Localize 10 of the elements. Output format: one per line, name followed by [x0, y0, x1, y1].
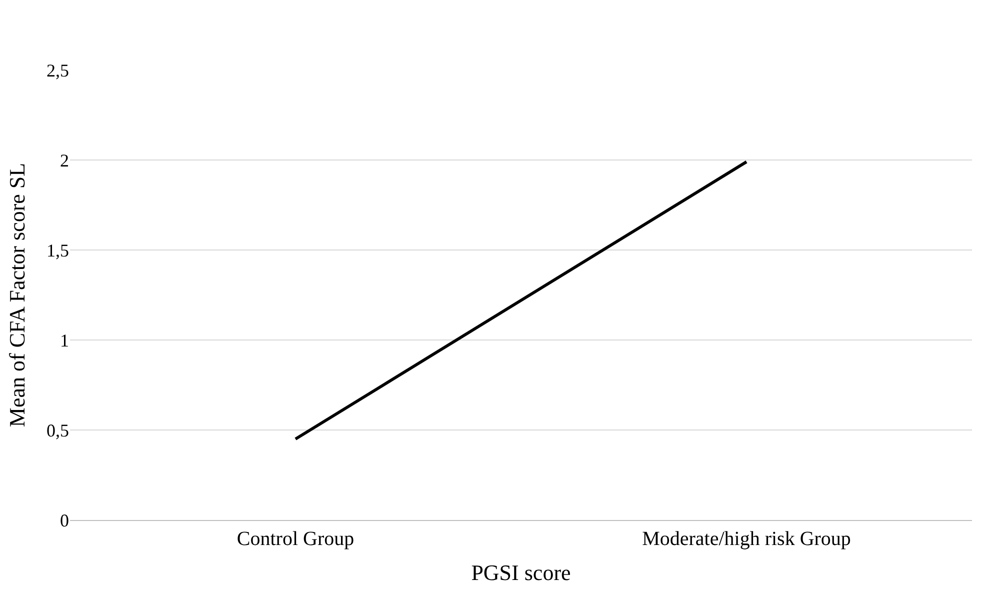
y-tick-label: 2,5	[46, 60, 69, 80]
y-axis-title: Mean of CFA Factor score SL	[4, 162, 30, 428]
x-tick-label: Moderate/high risk Group	[642, 528, 851, 550]
y-tick-label: 0,5	[46, 420, 69, 440]
y-tick-label: 0	[60, 510, 69, 530]
y-tick-label: 1	[60, 330, 69, 350]
y-tick-label: 2	[60, 150, 69, 170]
x-axis-title: PGSI score	[471, 560, 571, 585]
y-tick-label: 1,5	[46, 240, 69, 260]
x-tick-label: Control Group	[236, 528, 354, 550]
